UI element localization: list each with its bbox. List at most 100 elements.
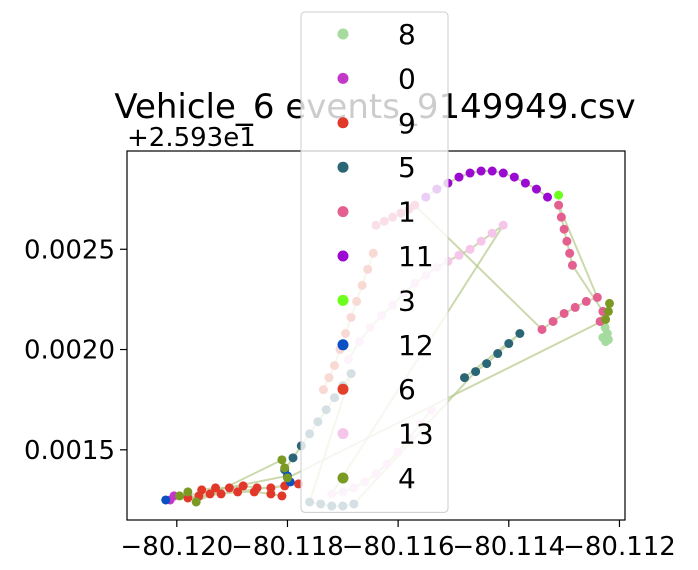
data-point — [249, 487, 259, 497]
data-point — [567, 260, 577, 270]
legend-label: 0 — [398, 62, 416, 95]
legend-item: 6 — [337, 373, 416, 406]
legend-item: 9 — [337, 107, 416, 140]
x-axis: −80.120−80.118−80.116−80.114−80.112 — [120, 520, 676, 562]
legend-item: 0 — [337, 62, 416, 95]
data-point — [565, 248, 575, 258]
legend-label: 12 — [398, 329, 434, 362]
legend-label: 9 — [398, 107, 416, 140]
data-point — [509, 172, 519, 182]
data-point — [559, 224, 569, 234]
data-point — [605, 298, 615, 308]
y-tick-label: 0.0025 — [24, 235, 115, 265]
data-point — [266, 489, 276, 499]
legend-label: 1 — [398, 196, 416, 229]
y-axis: 0.0015 0.0020 0.0025 — [24, 235, 127, 466]
data-point — [531, 184, 541, 194]
legend-marker — [337, 28, 349, 40]
data-point — [454, 250, 464, 260]
series-4 — [175, 298, 615, 507]
series-3 — [554, 190, 564, 200]
data-point — [487, 166, 497, 176]
legend-item: 5 — [337, 151, 416, 184]
data-point — [556, 212, 566, 222]
data-point — [581, 296, 591, 306]
legend-label: 3 — [398, 284, 416, 317]
data-point — [482, 359, 492, 369]
data-point — [238, 481, 248, 491]
legend-marker — [337, 206, 349, 218]
legend-marker — [337, 117, 349, 129]
legend-marker — [337, 72, 349, 84]
legend-item: 12 — [337, 329, 434, 362]
data-point — [543, 192, 553, 202]
data-point — [548, 316, 558, 326]
x-tick-label: −80.118 — [231, 532, 344, 562]
data-point — [603, 306, 613, 316]
legend-label: 13 — [398, 418, 434, 451]
data-point — [460, 373, 470, 383]
legend-marker — [337, 294, 349, 306]
legend-marker — [337, 472, 349, 484]
data-point — [493, 349, 503, 359]
data-point — [175, 491, 185, 501]
data-point — [476, 236, 486, 246]
data-point — [205, 489, 215, 499]
data-point — [559, 308, 569, 318]
data-point — [476, 166, 486, 176]
data-point — [224, 483, 234, 493]
data-point — [183, 487, 193, 497]
data-point — [465, 244, 475, 254]
data-point — [211, 483, 221, 493]
x-tick-label: −80.112 — [563, 532, 676, 562]
data-point — [570, 302, 580, 312]
legend-marker — [337, 428, 349, 440]
y-tick-label: 0.0020 — [24, 336, 115, 366]
data-point — [465, 168, 475, 178]
legend-label: 4 — [398, 462, 416, 495]
legend-item: 4 — [337, 462, 416, 495]
data-point — [498, 168, 508, 178]
data-point — [554, 190, 564, 200]
x-tick-label: −80.114 — [452, 532, 565, 562]
data-point — [233, 487, 243, 497]
legend-marker — [337, 250, 349, 262]
legend-item: 8 — [337, 18, 416, 51]
data-point — [161, 495, 171, 505]
data-point — [601, 314, 611, 324]
data-point — [600, 322, 610, 332]
legend-item: 3 — [337, 284, 416, 317]
data-point — [282, 473, 292, 483]
data-point — [280, 463, 290, 473]
series-8 — [598, 322, 613, 347]
data-point — [504, 339, 514, 349]
data-point — [288, 453, 298, 463]
x-tick-label: −80.116 — [342, 532, 455, 562]
legend-frame — [300, 11, 449, 513]
legend-label: 5 — [398, 151, 416, 184]
data-point — [520, 178, 530, 188]
data-point — [471, 367, 481, 377]
data-point — [515, 328, 525, 338]
data-point — [191, 497, 201, 507]
legend-item: 11 — [337, 240, 434, 273]
legend-item: 13 — [337, 418, 434, 451]
y-tick-label: 0.0015 — [24, 436, 115, 466]
y-offset-label: +2.593e1 — [127, 123, 256, 153]
legend-label: 6 — [398, 373, 416, 406]
x-tick-label: −80.120 — [120, 532, 233, 562]
data-point — [537, 324, 547, 334]
data-point — [277, 491, 287, 501]
legend-marker — [337, 339, 349, 351]
legend-marker — [337, 383, 349, 395]
data-point — [592, 292, 602, 302]
data-point — [216, 489, 226, 499]
legend-label: 8 — [398, 18, 416, 51]
data-point — [554, 200, 564, 210]
legend-marker — [337, 161, 349, 173]
data-point — [498, 220, 508, 230]
data-point — [454, 172, 464, 182]
data-point — [277, 455, 287, 465]
